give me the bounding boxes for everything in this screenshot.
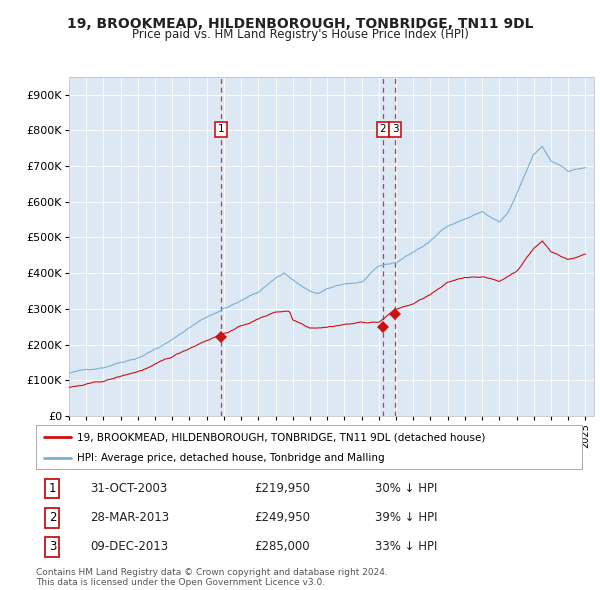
Text: £249,950: £249,950 [254, 511, 310, 525]
Text: Contains HM Land Registry data © Crown copyright and database right 2024.
This d: Contains HM Land Registry data © Crown c… [36, 568, 388, 587]
Text: 1: 1 [218, 124, 224, 135]
Text: 39% ↓ HPI: 39% ↓ HPI [374, 511, 437, 525]
Text: 31-OCT-2003: 31-OCT-2003 [91, 482, 168, 495]
Text: 30% ↓ HPI: 30% ↓ HPI [374, 482, 437, 495]
Text: 2: 2 [49, 511, 56, 525]
Text: 19, BROOKMEAD, HILDENBOROUGH, TONBRIDGE, TN11 9DL: 19, BROOKMEAD, HILDENBOROUGH, TONBRIDGE,… [67, 17, 533, 31]
Text: 28-MAR-2013: 28-MAR-2013 [91, 511, 170, 525]
Text: £285,000: £285,000 [254, 540, 310, 553]
Text: HPI: Average price, detached house, Tonbridge and Malling: HPI: Average price, detached house, Tonb… [77, 453, 385, 463]
Text: 2: 2 [380, 124, 386, 135]
Text: Price paid vs. HM Land Registry's House Price Index (HPI): Price paid vs. HM Land Registry's House … [131, 28, 469, 41]
Text: 1: 1 [49, 482, 56, 495]
Text: 19, BROOKMEAD, HILDENBOROUGH, TONBRIDGE, TN11 9DL (detached house): 19, BROOKMEAD, HILDENBOROUGH, TONBRIDGE,… [77, 432, 485, 442]
Text: 09-DEC-2013: 09-DEC-2013 [91, 540, 169, 553]
Text: 3: 3 [49, 540, 56, 553]
Text: 33% ↓ HPI: 33% ↓ HPI [374, 540, 437, 553]
Text: 3: 3 [392, 124, 398, 135]
Text: £219,950: £219,950 [254, 482, 310, 495]
